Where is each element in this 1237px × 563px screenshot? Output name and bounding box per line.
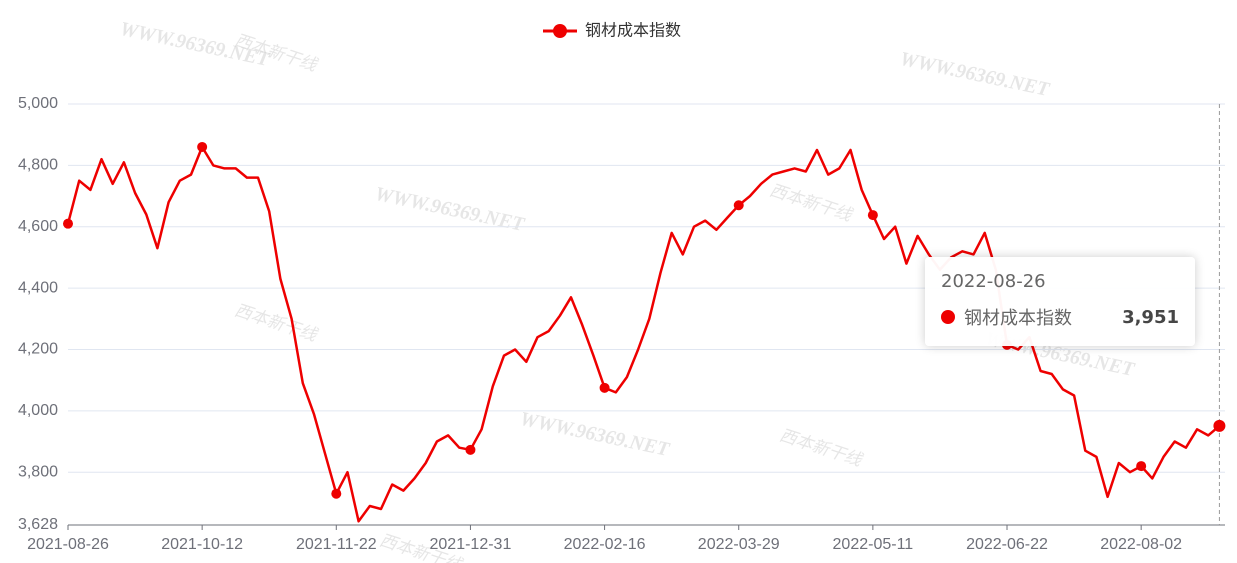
watermark: WWW.96369.NET (373, 183, 527, 236)
point (331, 488, 342, 499)
x-tick-label: 2022-06-22 (966, 536, 1048, 553)
watermark: WWW.96369.NET (518, 408, 672, 461)
x-tick-label: 2022-02-16 (564, 536, 646, 553)
point (1213, 419, 1226, 432)
x-tick-label: 2021-12-31 (430, 536, 512, 553)
x-tick-label: 2022-05-11 (833, 536, 914, 553)
y-tick-label: 3,628 (18, 516, 58, 533)
tooltip-row: 钢材成本指数 3,951 (941, 304, 1179, 330)
point (63, 218, 73, 229)
y-tick-label: 4,800 (18, 157, 58, 174)
tooltip-dot (941, 310, 955, 324)
y-tick-label: 4,600 (18, 218, 58, 235)
point (1136, 461, 1147, 472)
point (465, 444, 476, 455)
x-tick-label: 2021-10-12 (161, 536, 243, 553)
tooltip-value: 3,951 (1122, 306, 1179, 328)
legend-label: 钢材成本指数 (585, 21, 681, 40)
watermark: 西本新干线 (232, 300, 321, 346)
watermark: WWW.96369.NET (898, 48, 1052, 101)
y-tick-label: 3,800 (18, 463, 58, 480)
watermark: 西本新干线 (232, 30, 321, 76)
point (599, 382, 610, 393)
point (197, 141, 208, 152)
y-tick-label: 4,000 (18, 402, 58, 419)
watermark: 西本新干线 (777, 425, 866, 471)
x-tick-label: 2022-08-02 (1100, 536, 1182, 553)
x-tick-label: 2022-03-29 (698, 536, 780, 553)
point (867, 210, 878, 221)
x-tick-label: 2021-08-26 (27, 536, 109, 553)
y-tick-label: 5,000 (18, 95, 58, 112)
x-tick-label: 2021-11-22 (296, 536, 377, 553)
y-tick-label: 4,200 (18, 341, 58, 358)
y-tick-label: 4,400 (18, 279, 58, 296)
tooltip: 2022-08-26 钢材成本指数 3,951 (925, 257, 1195, 346)
watermark: 西本新干线 (767, 180, 856, 226)
tooltip-series: 钢材成本指数 (964, 308, 1072, 329)
tooltip-date: 2022-08-26 (941, 271, 1046, 292)
legend-marker (553, 24, 567, 38)
point (733, 200, 744, 211)
